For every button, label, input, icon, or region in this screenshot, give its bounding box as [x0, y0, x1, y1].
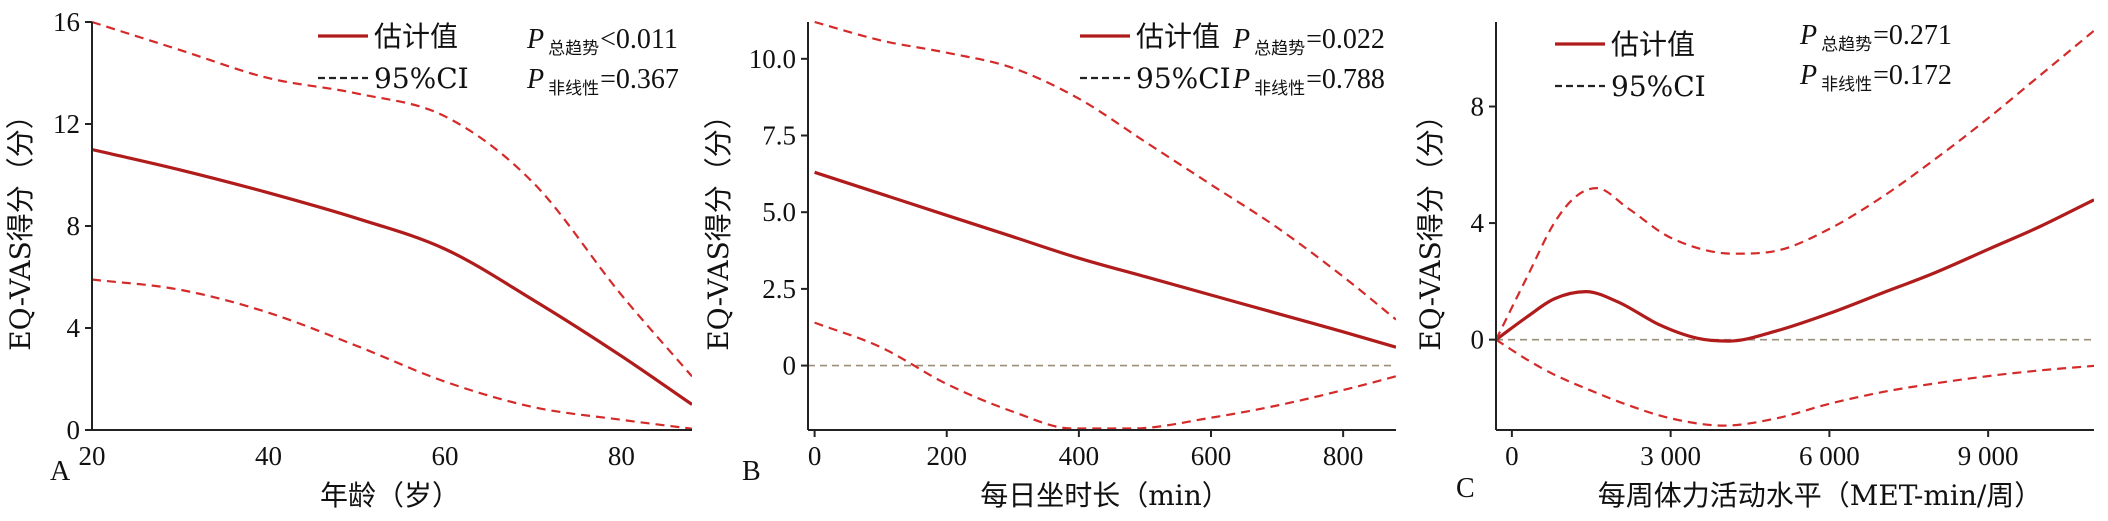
p-value-text: P 非线性=0.367 [526, 64, 679, 99]
legend-estimate-label: 估计值 [1136, 20, 1220, 53]
ci-lower-curve [814, 321, 1396, 430]
estimate-curve [814, 170, 1396, 349]
legend-ci-label: 95%CI [1611, 70, 1706, 103]
y-tick-label: 8 [67, 211, 81, 241]
ci-lower-curve [1496, 338, 2094, 427]
legend-ci-label: 95%CI [374, 62, 469, 95]
x-axis-label: 年龄（岁） [320, 479, 460, 512]
x-tick-label: 800 [1323, 441, 1364, 471]
x-tick-label: 60 [431, 441, 458, 471]
p-value-text: P 非线性=0.788 [1232, 64, 1385, 99]
y-tick-label: 8 [1471, 92, 1485, 122]
chart-panel-a: 0 4 8 12 16 20 40 60 80 年龄（岁） EQ-VAS得分（分） A 估计值 95%CI… [4, 7, 692, 512]
y-tick-label: 7.5 [762, 121, 796, 151]
x-tick-label: 0 [1505, 441, 1519, 471]
ci-upper-curve [92, 20, 692, 378]
y-tick-label: 12 [53, 109, 80, 139]
x-tick-label: 9 000 [1958, 441, 2019, 471]
p-value-text: P 非线性=0.172 [1799, 60, 1952, 95]
y-tick-label: 4 [1471, 208, 1485, 238]
y-axis-label: EQ-VAS得分（分） [1414, 101, 1447, 351]
legend-ci-label: 95%CI [1136, 62, 1231, 95]
y-tick-label: 0 [783, 351, 797, 381]
x-axis-label: 每日坐时长（min） [980, 479, 1230, 512]
y-axis-label: EQ-VAS得分（分） [4, 101, 37, 351]
x-tick-label: 0 [808, 441, 822, 471]
curves [92, 20, 692, 430]
x-tick-label: 200 [926, 441, 967, 471]
y-tick-label: 0 [67, 415, 81, 445]
y-tick-label: 5.0 [762, 197, 796, 227]
y-tick-label: 10.0 [749, 44, 796, 74]
p-value-text: P 总趋势<0.011 [526, 24, 678, 59]
curves [1496, 29, 2094, 427]
x-tick-label: 20 [79, 441, 106, 471]
ci-lower-curve [92, 278, 692, 430]
ci-upper-curve [814, 20, 1396, 321]
estimate-curve [1496, 198, 2094, 343]
x-tick-label: 40 [255, 441, 282, 471]
chart-panel-b: 0 2.5 5.0 7.5 10.0 0 200 400 600 800 每日坐时长（min） EQ-… [702, 20, 1396, 512]
x-tick-label: 80 [608, 441, 635, 471]
x-tick-label: 400 [1059, 441, 1100, 471]
legend: 估计值 95%CI [1555, 28, 1706, 103]
y-axis-label: EQ-VAS得分（分） [702, 101, 735, 351]
legend: 估计值 95%CI [318, 20, 469, 95]
y-tick-label: 4 [67, 313, 81, 343]
curves [814, 20, 1396, 430]
x-tick-label: 6 000 [1799, 441, 1860, 471]
ci-upper-curve [1496, 29, 2094, 341]
panel-letter: B [742, 456, 761, 487]
x-tick-label: 3 000 [1640, 441, 1701, 471]
estimate-curve [92, 147, 692, 406]
x-axis-label: 每周体力活动水平（MET-min/周） [1598, 479, 2043, 512]
y-tick-label: 2.5 [762, 274, 796, 304]
chart-panel-c: 0 4 8 0 3 000 6 000 9 000 每周体力活动水平（MET-min/周） EQ… [1414, 20, 2094, 512]
legend: 估计值 95%CI [1080, 20, 1231, 95]
legend-estimate-label: 估计值 [1611, 28, 1695, 61]
p-value-text: P 总趋势=0.271 [1799, 20, 1952, 55]
panel-letter: C [1456, 473, 1475, 504]
legend-estimate-label: 估计值 [374, 20, 458, 53]
x-tick-label: 600 [1191, 441, 1232, 471]
y-tick-label: 0 [1471, 325, 1485, 355]
y-tick-label: 16 [53, 7, 80, 37]
p-value-text: P 总趋势=0.022 [1232, 24, 1385, 59]
panel-letter: A [50, 456, 71, 487]
